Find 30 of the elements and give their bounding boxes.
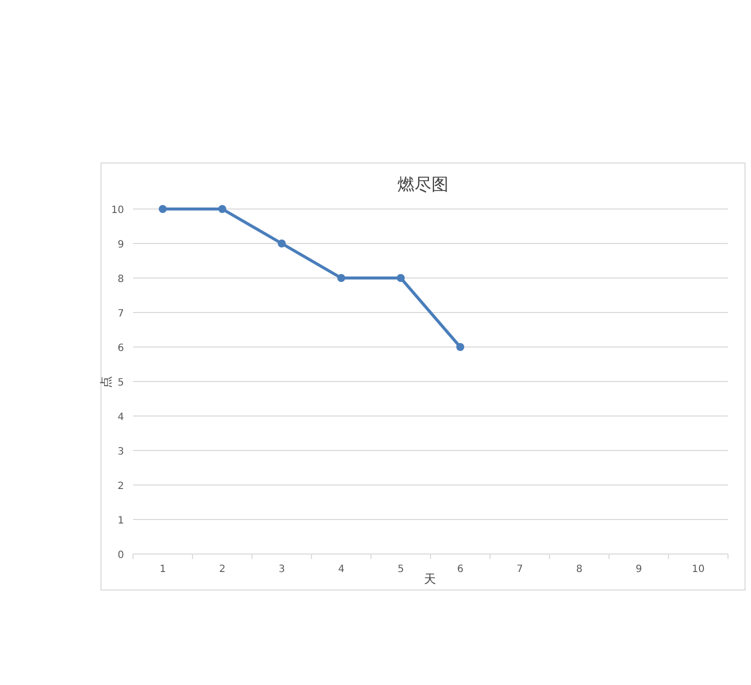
x-tick-label: 8: [576, 564, 582, 575]
point: [456, 343, 464, 351]
y-tick-label: 5: [118, 378, 124, 388]
y-tick-label: 8: [118, 274, 124, 285]
y-tick-label: 2: [118, 481, 124, 492]
y-tick-label: 10: [111, 205, 124, 216]
x-tick-label: 2: [219, 564, 226, 575]
chart-title: 燃尽图: [398, 175, 448, 195]
y-tick-label: 4: [118, 412, 124, 423]
point: [218, 205, 226, 213]
y-tick-label: 0: [118, 550, 124, 561]
x-tick-label: 7: [516, 564, 523, 575]
point: [396, 274, 405, 282]
y-tick-label: 1: [118, 516, 124, 526]
x-tick-label: 9: [636, 564, 642, 575]
point: [278, 240, 286, 248]
point: [158, 205, 167, 213]
x-axis-title: 天: [424, 572, 436, 586]
point: [337, 274, 346, 282]
y-tick-label: 9: [118, 240, 124, 250]
x-tick-label: 5: [398, 564, 404, 575]
x-tick-label: 4: [338, 564, 344, 575]
x-tick-label: 1: [160, 564, 166, 575]
y-tick-label: 7: [118, 308, 124, 320]
y-axis-title: 点: [99, 376, 113, 388]
x-tick-label: 3: [278, 564, 285, 575]
y-tick-label: 3: [118, 446, 124, 458]
y-tick-label: 6: [118, 343, 124, 354]
x-tick-label: 6: [457, 564, 464, 575]
x-tick-label: 10: [692, 564, 705, 575]
